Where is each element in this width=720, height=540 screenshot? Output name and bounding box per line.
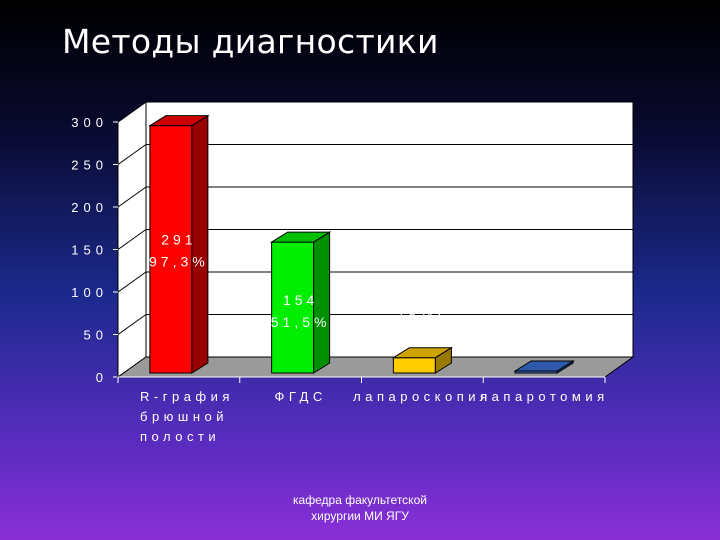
bar-front	[149, 125, 193, 374]
category-label: ФГДС	[275, 389, 327, 404]
footer-line-2: хирургии МИ ЯГУ	[311, 509, 409, 523]
data-label: 2	[538, 294, 550, 310]
data-label: (51,5%)	[262, 314, 339, 330]
y-tick-label: 50	[84, 328, 108, 343]
gridline-side	[117, 186, 147, 208]
slide-title: Методы диагностики	[62, 22, 439, 61]
category-label: брюшной	[140, 409, 228, 424]
y-tick-label: 250	[71, 158, 108, 173]
category-label: лапароскопия	[353, 389, 491, 404]
category-label: полости	[140, 429, 220, 444]
data-label: 291	[161, 231, 196, 247]
y-tick-label: 0	[96, 370, 108, 385]
category-label: лапаротомия	[480, 389, 609, 404]
category-label: R-графия	[140, 389, 234, 404]
data-label: (6%)	[400, 303, 446, 319]
footer-line-1: кафедра факультетской	[293, 493, 427, 507]
gridline-side	[117, 271, 147, 293]
bar-top	[513, 360, 575, 372]
gridline-side	[117, 229, 147, 250]
data-label: 18	[411, 281, 435, 297]
slide-footer: кафедра факультетской хирургии МИ ЯГУ	[260, 492, 460, 524]
gridline-side	[117, 101, 147, 123]
bar-top	[391, 347, 454, 359]
data-label: 154	[283, 292, 318, 308]
y-tick-label: 200	[71, 200, 108, 215]
data-label: (0,6%)	[512, 316, 577, 332]
gridline-side	[117, 144, 147, 165]
y-tick-label: 100	[71, 285, 108, 300]
bar-top	[148, 115, 210, 127]
gridline-side	[117, 314, 147, 335]
data-label: (97,3%)	[140, 253, 217, 269]
bar-front	[392, 357, 436, 374]
y-tick-label: 300	[71, 115, 108, 130]
y-tick-label: 150	[71, 243, 108, 258]
bar-top	[269, 231, 332, 243]
